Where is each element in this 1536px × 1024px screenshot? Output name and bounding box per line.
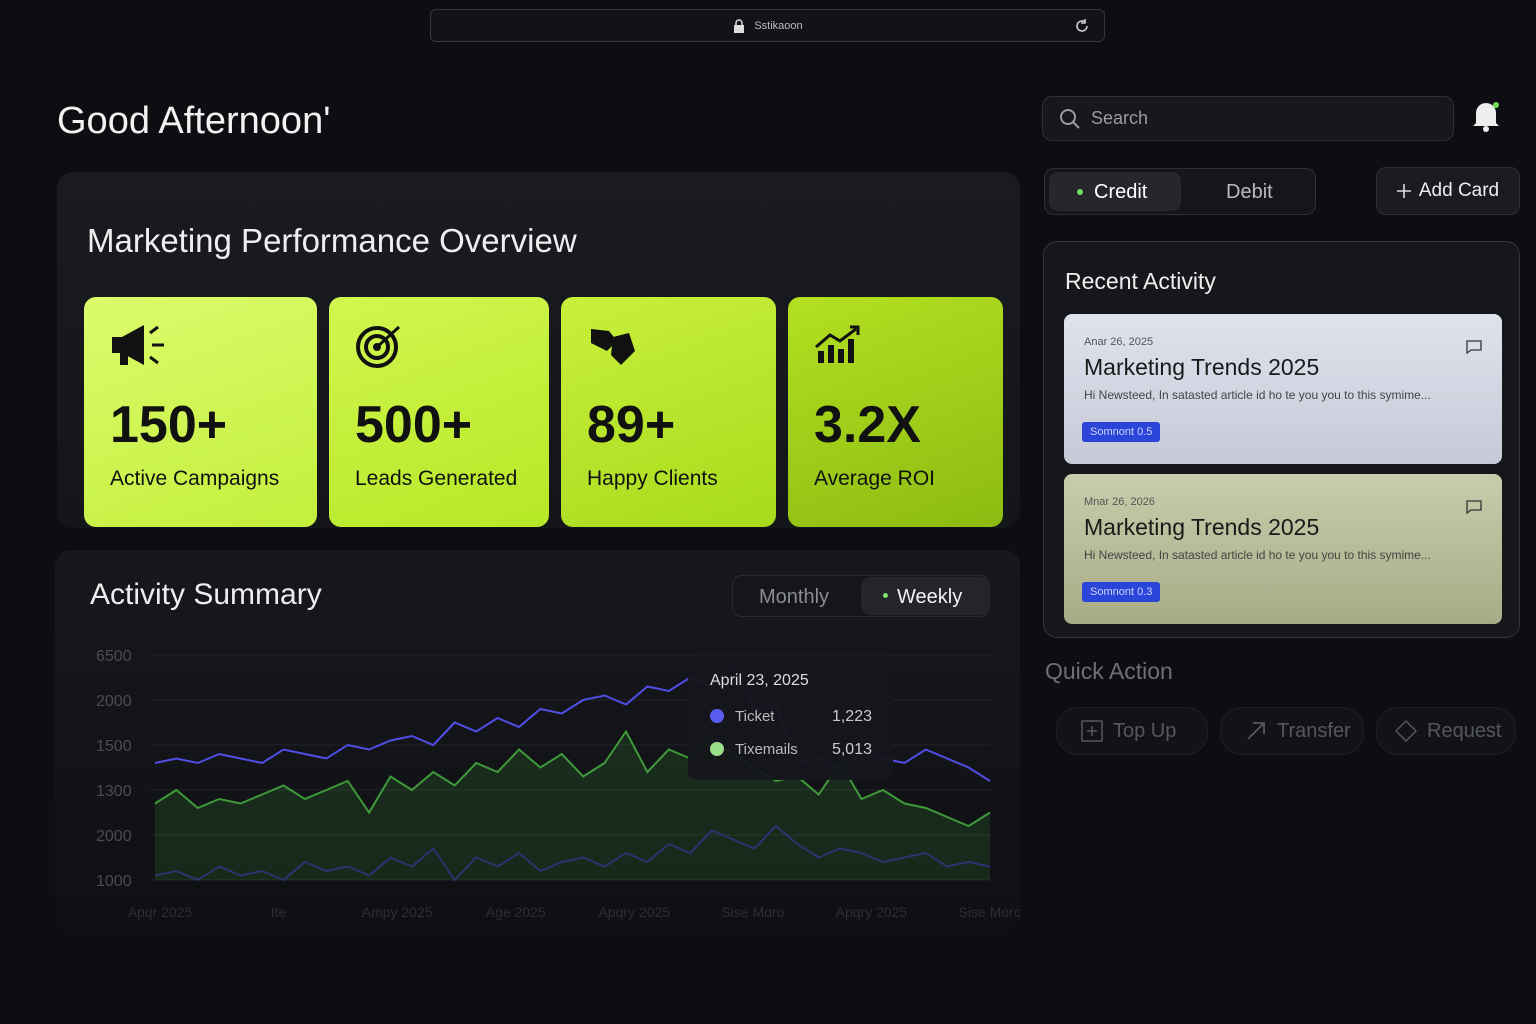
- y-tick-label: 1300: [96, 783, 132, 800]
- item-body: Hi Newsteed, In satasted article id ho t…: [1084, 548, 1431, 562]
- add-card-button[interactable]: Add Card: [1376, 167, 1520, 215]
- add-card-label: Add Card: [1418, 180, 1500, 201]
- x-tick-label: Ite: [271, 904, 287, 920]
- search-box[interactable]: Search: [1042, 96, 1454, 141]
- stat-label: Happy Clients: [587, 467, 718, 490]
- x-tick-label: Sise Moro: [721, 904, 784, 920]
- legend-dot: [710, 742, 724, 756]
- x-tick-label: Apqry 2025: [598, 904, 670, 920]
- search-placeholder: Search: [1091, 108, 1149, 128]
- toggle-active[interactable]: [861, 577, 989, 615]
- bell-icon[interactable]: [1470, 99, 1502, 133]
- stat-label: Active Campaigns: [110, 467, 280, 490]
- comment-icon[interactable]: [1466, 340, 1482, 354]
- stat-card: 500+ Leads Generated: [329, 297, 549, 527]
- lock-icon: [734, 18, 745, 33]
- quick-action[interactable]: Request: [1376, 707, 1516, 755]
- stat-card: 89+ Happy Clients: [561, 297, 776, 527]
- legend-entry: Tixemails: [735, 741, 798, 758]
- period-toggle: Monthly Weekly: [732, 575, 990, 617]
- legend-dot: [710, 709, 724, 723]
- comment-icon[interactable]: [1466, 500, 1482, 514]
- item-date: Mnar 26, 2026: [1084, 496, 1155, 508]
- stat-value: 500+: [355, 396, 473, 454]
- tooltip-value: 5,013: [832, 741, 872, 758]
- topup-icon: [1081, 720, 1103, 742]
- recent-title: Recent Activity: [1065, 268, 1216, 294]
- activity-title: Activity Summary: [90, 578, 322, 611]
- line: [154, 824, 991, 882]
- quick-label: Request: [1427, 719, 1502, 742]
- request-icon: [1395, 720, 1417, 742]
- y-tick-label: 2000: [96, 693, 132, 710]
- active-dot: [1077, 189, 1083, 195]
- stat-value: 3.2X: [814, 396, 921, 454]
- toggle-option[interactable]: Weekly: [897, 586, 963, 608]
- activity-item[interactable]: Mnar 26, 2026 Marketing Trends 2025 Hi N…: [1064, 474, 1502, 624]
- greeting: Good Afternoon': [57, 100, 331, 142]
- item-tag: Somnont 0.5: [1082, 422, 1161, 442]
- tab[interactable]: Credit: [1094, 181, 1148, 203]
- tooltip: [688, 655, 893, 780]
- line: [154, 729, 991, 828]
- overview-title: Marketing Performance Overview: [87, 222, 577, 259]
- handshake-icon: [591, 329, 635, 365]
- area: [155, 731, 990, 880]
- transfer-icon: [1247, 722, 1265, 740]
- target-icon: [356, 325, 401, 368]
- x-tick-label: Ampy 2025: [362, 904, 433, 920]
- stat-label: Leads Generated: [355, 467, 518, 490]
- quick-title: Quick Action: [1045, 658, 1173, 684]
- url: Sstikaoon: [754, 19, 803, 32]
- item-title: Marketing Trends 2025: [1084, 354, 1320, 380]
- y-tick-label: 2000: [96, 828, 132, 845]
- y-tick-label: 1500: [96, 738, 132, 755]
- tab[interactable]: Debit: [1226, 181, 1273, 203]
- legend-entry: Ticket: [735, 708, 775, 725]
- plus-icon: [1396, 184, 1411, 198]
- search-icon: [1060, 109, 1080, 129]
- quick-action[interactable]: Transfer: [1220, 707, 1364, 755]
- x-tick-label: Age 2025: [486, 904, 546, 920]
- x-tick-label: Apqr 2025: [128, 904, 193, 920]
- x-tick-label: Apqry 2025: [836, 904, 908, 920]
- stat-card: 150+ Active Campaigns: [84, 297, 317, 527]
- recent-activity: Recent Activity Anar 26, 2025 Marketing …: [1043, 241, 1520, 638]
- quick-action[interactable]: Top Up: [1056, 707, 1208, 755]
- tab-active[interactable]: [1049, 172, 1181, 211]
- url-bar[interactable]: Sstikaoon: [430, 9, 1105, 42]
- active-dot: [883, 593, 888, 598]
- megaphone-icon: [112, 325, 164, 365]
- stat-card: 3.2X Average ROI: [788, 297, 1003, 527]
- growth-icon: [815, 325, 860, 363]
- x-tick-label: Sise Moro: [958, 904, 1020, 920]
- tooltip-date: April 23, 2025: [710, 672, 809, 689]
- item-body: Hi Newsteed, In satasted article id ho t…: [1084, 388, 1431, 402]
- tooltip-value: 1,223: [832, 708, 872, 725]
- y-tick-label: 1000: [96, 873, 132, 890]
- activity-item[interactable]: Anar 26, 2025 Marketing Trends 2025 Hi N…: [1064, 314, 1502, 464]
- quick-label: Transfer: [1277, 719, 1351, 742]
- toggle-option[interactable]: Monthly: [759, 586, 830, 608]
- card-tabs: Credit Debit: [1044, 168, 1316, 215]
- stat-value: 150+: [110, 396, 228, 454]
- stat-value: 89+: [587, 396, 676, 454]
- item-tag: Somnont 0.3: [1082, 582, 1161, 602]
- item-date: Anar 26, 2025: [1084, 336, 1154, 348]
- quick-label: Top Up: [1113, 719, 1177, 742]
- reload-icon[interactable]: [1074, 18, 1090, 34]
- item-title: Marketing Trends 2025: [1084, 514, 1320, 540]
- y-tick-label: 6500: [96, 648, 132, 665]
- stat-label: Average ROI: [814, 467, 936, 490]
- activity-chart: 6500 2000 1500 1300 2000 1000 Apqr 2025 Ite Ampy…: [96, 648, 1020, 920]
